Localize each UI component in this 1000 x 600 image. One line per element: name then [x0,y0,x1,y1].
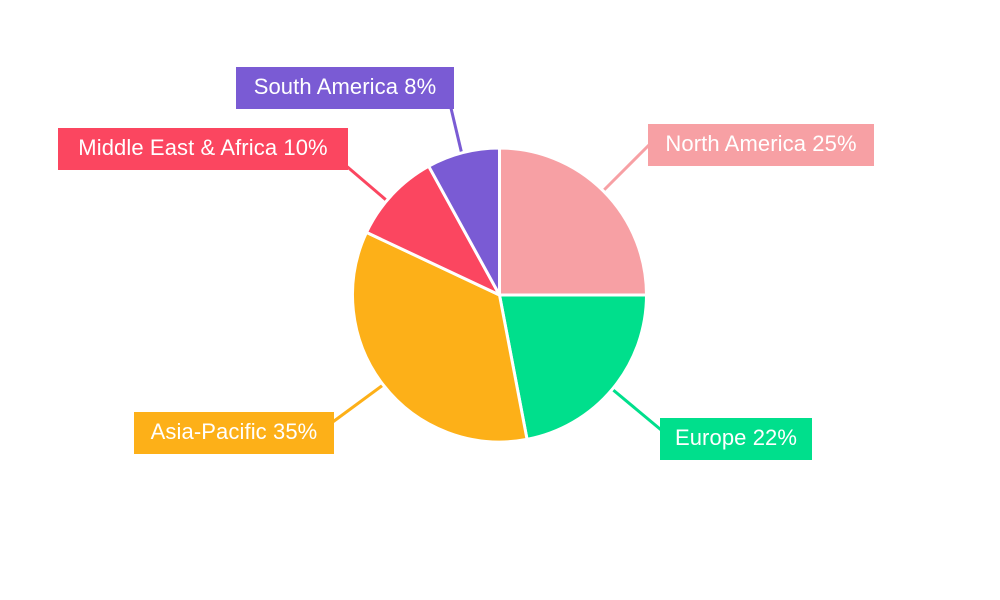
pie-label-north-america[interactable]: North America 25% [648,124,874,166]
leader-line-north-america [601,138,656,193]
pie-slice-south-america[interactable]: South America 8% [427,146,501,297]
pie-label-south-america[interactable]: South America 8% [236,67,454,109]
leader-line-asia-pacific [329,383,384,426]
leader-line-middle-east-and-africa [343,162,393,207]
pie-slice-asia-pacific[interactable]: Asia-Pacific 35% [351,230,529,444]
pie-label-europe[interactable]: Europe 22% [660,418,812,460]
pie-label-asia-pacific[interactable]: Asia-Pacific 35% [134,412,334,454]
pie-slice-middle-east-and-africa[interactable]: Middle East & Africa 10% [364,164,501,297]
pie-wedge-group: North America 25%Europe 22%Asia-Pacific … [351,146,648,444]
pie-slice-europe[interactable]: Europe 22% [498,293,648,441]
pie-slice-north-america[interactable]: North America 25% [498,146,648,297]
leader-line-europe [611,387,667,436]
pie-label-middle-east-and-africa[interactable]: Middle East & Africa 10% [58,128,348,170]
